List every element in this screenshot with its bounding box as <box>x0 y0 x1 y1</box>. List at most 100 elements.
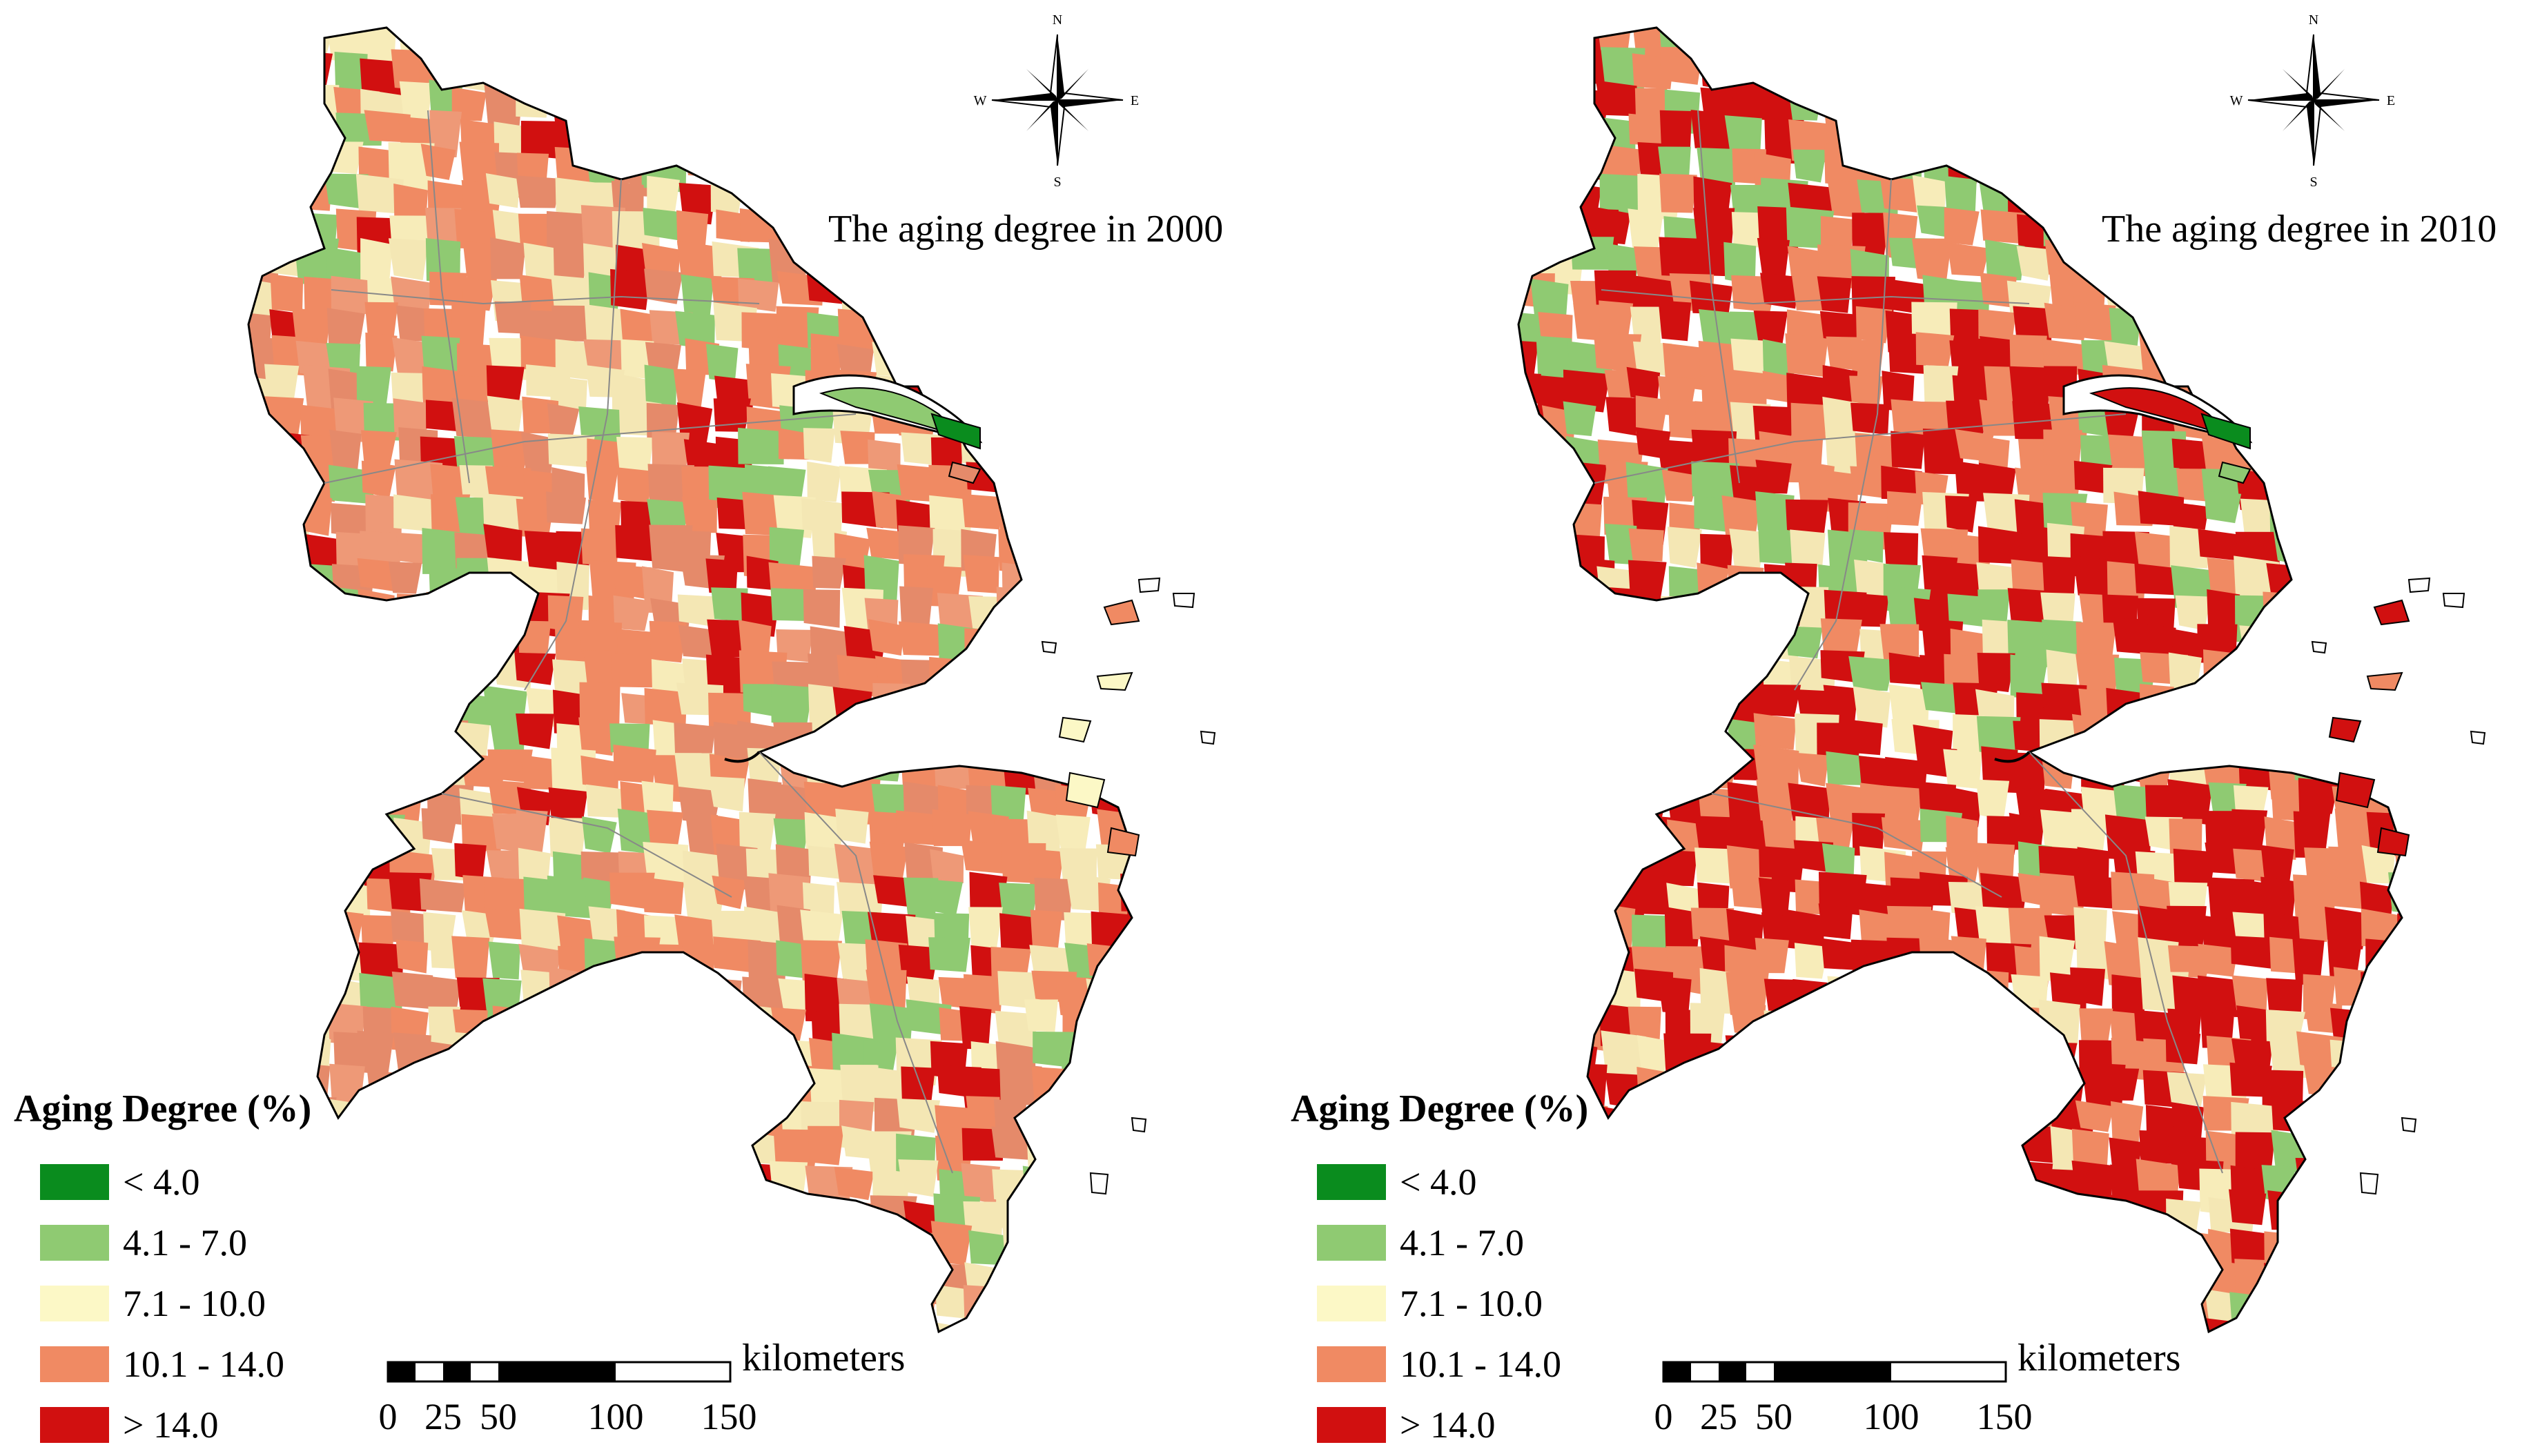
region-cell <box>2042 619 2082 661</box>
region-cell <box>1976 779 2010 820</box>
region-cell <box>651 1293 693 1328</box>
scale-tick: 100 <box>1863 1396 1919 1437</box>
region-cell <box>2266 978 2303 1019</box>
region-cell <box>2174 58 2222 98</box>
region-cell <box>547 875 595 918</box>
region-cell <box>1091 1199 1132 1246</box>
region-cell <box>1065 28 1104 52</box>
region-cell <box>1722 368 1767 413</box>
region-cell <box>901 720 946 754</box>
region-cell <box>1857 52 1904 88</box>
region-cell <box>2074 28 2118 67</box>
region-cell <box>1066 400 1113 446</box>
region-cell <box>897 464 937 502</box>
region-cell <box>1566 787 1610 836</box>
region-cell <box>1984 1195 2020 1239</box>
region-cell <box>1532 1008 1565 1047</box>
region-cell <box>328 1099 361 1136</box>
region-cell <box>738 427 784 465</box>
region-cell <box>1563 369 1610 413</box>
region-cell <box>1086 248 1122 282</box>
region-cell <box>325 881 371 918</box>
region-cell <box>248 1033 266 1068</box>
region-cell <box>677 594 717 627</box>
region-cell <box>324 820 372 854</box>
region-cell <box>2204 491 2242 524</box>
region-cell <box>2325 906 2369 950</box>
region-cell <box>1945 1293 1992 1332</box>
region-cell <box>609 1064 643 1107</box>
region-cell <box>1951 967 1989 1014</box>
region-cell <box>873 714 910 759</box>
region-cell <box>1625 1259 1666 1297</box>
region-cell <box>2427 685 2467 724</box>
region-cell <box>398 1288 441 1325</box>
region-cell <box>610 1095 658 1139</box>
region-cell <box>2173 248 2221 290</box>
region-cell <box>1827 178 1866 218</box>
region-cell <box>2232 682 2274 729</box>
region-cell <box>832 687 872 733</box>
region-cell <box>612 1037 651 1082</box>
region-cell <box>1690 110 1737 150</box>
legend-label: < 4.0 <box>1400 1161 1477 1203</box>
region-cell <box>1819 1096 1859 1139</box>
region-cell <box>1753 745 1799 791</box>
region-cell <box>335 747 370 794</box>
region-cell <box>997 144 1037 181</box>
region-cell <box>776 1263 817 1310</box>
region-cell <box>1668 692 1703 738</box>
region-cell <box>1753 311 1788 347</box>
region-cell <box>708 142 741 181</box>
region-cell <box>1788 56 1825 99</box>
region-cell <box>516 714 554 749</box>
region-cell <box>835 808 869 844</box>
region-cell <box>395 939 429 974</box>
region-cell <box>716 1166 752 1204</box>
region-cell <box>585 999 629 1045</box>
region-cell <box>1816 1169 1858 1208</box>
region-cell <box>927 80 964 128</box>
region-cell <box>1693 208 1735 246</box>
region-cell <box>1857 1036 1906 1076</box>
region-cell <box>995 1010 1037 1047</box>
region-cell <box>1031 432 1068 480</box>
region-cell <box>612 564 652 599</box>
region-cell <box>1659 722 1703 758</box>
scale-unit: kilometers <box>2018 1337 2181 1379</box>
region-cell <box>367 1101 414 1143</box>
region-cell <box>677 1067 716 1110</box>
region-cell <box>357 558 395 591</box>
region-cell <box>1667 756 1708 803</box>
region-cell <box>2397 913 2402 961</box>
region-cell <box>1065 1296 1111 1332</box>
region-cell <box>394 1105 430 1150</box>
region-cell <box>2234 658 2275 707</box>
region-cell <box>999 471 1038 519</box>
region-cell <box>1887 57 1928 99</box>
region-cell <box>2108 434 2153 477</box>
region-cell <box>1723 242 1757 285</box>
region-cell <box>1064 1104 1107 1146</box>
map-2010: N S E W <box>1517 12 2486 1334</box>
region-cell <box>1732 622 1768 670</box>
region-cell <box>2360 1035 2395 1076</box>
region-cell <box>1976 716 2021 756</box>
region-cell <box>2299 651 2345 686</box>
region-cell <box>1054 430 1099 478</box>
region-cell <box>2296 367 2343 410</box>
region-cell <box>743 906 781 945</box>
region-cell <box>588 1133 625 1169</box>
region-cell <box>899 586 933 630</box>
region-cell <box>805 89 850 137</box>
region-cell <box>1853 686 1891 728</box>
region-cell <box>485 28 532 72</box>
region-cell <box>2365 248 2402 295</box>
region-cell <box>993 714 1035 758</box>
region-cell <box>520 335 560 370</box>
region-cell <box>1125 967 1132 1016</box>
region-cell <box>1856 1289 1893 1332</box>
region-cell <box>459 58 506 93</box>
region-cell <box>2136 278 2175 315</box>
region-cell <box>745 28 782 61</box>
